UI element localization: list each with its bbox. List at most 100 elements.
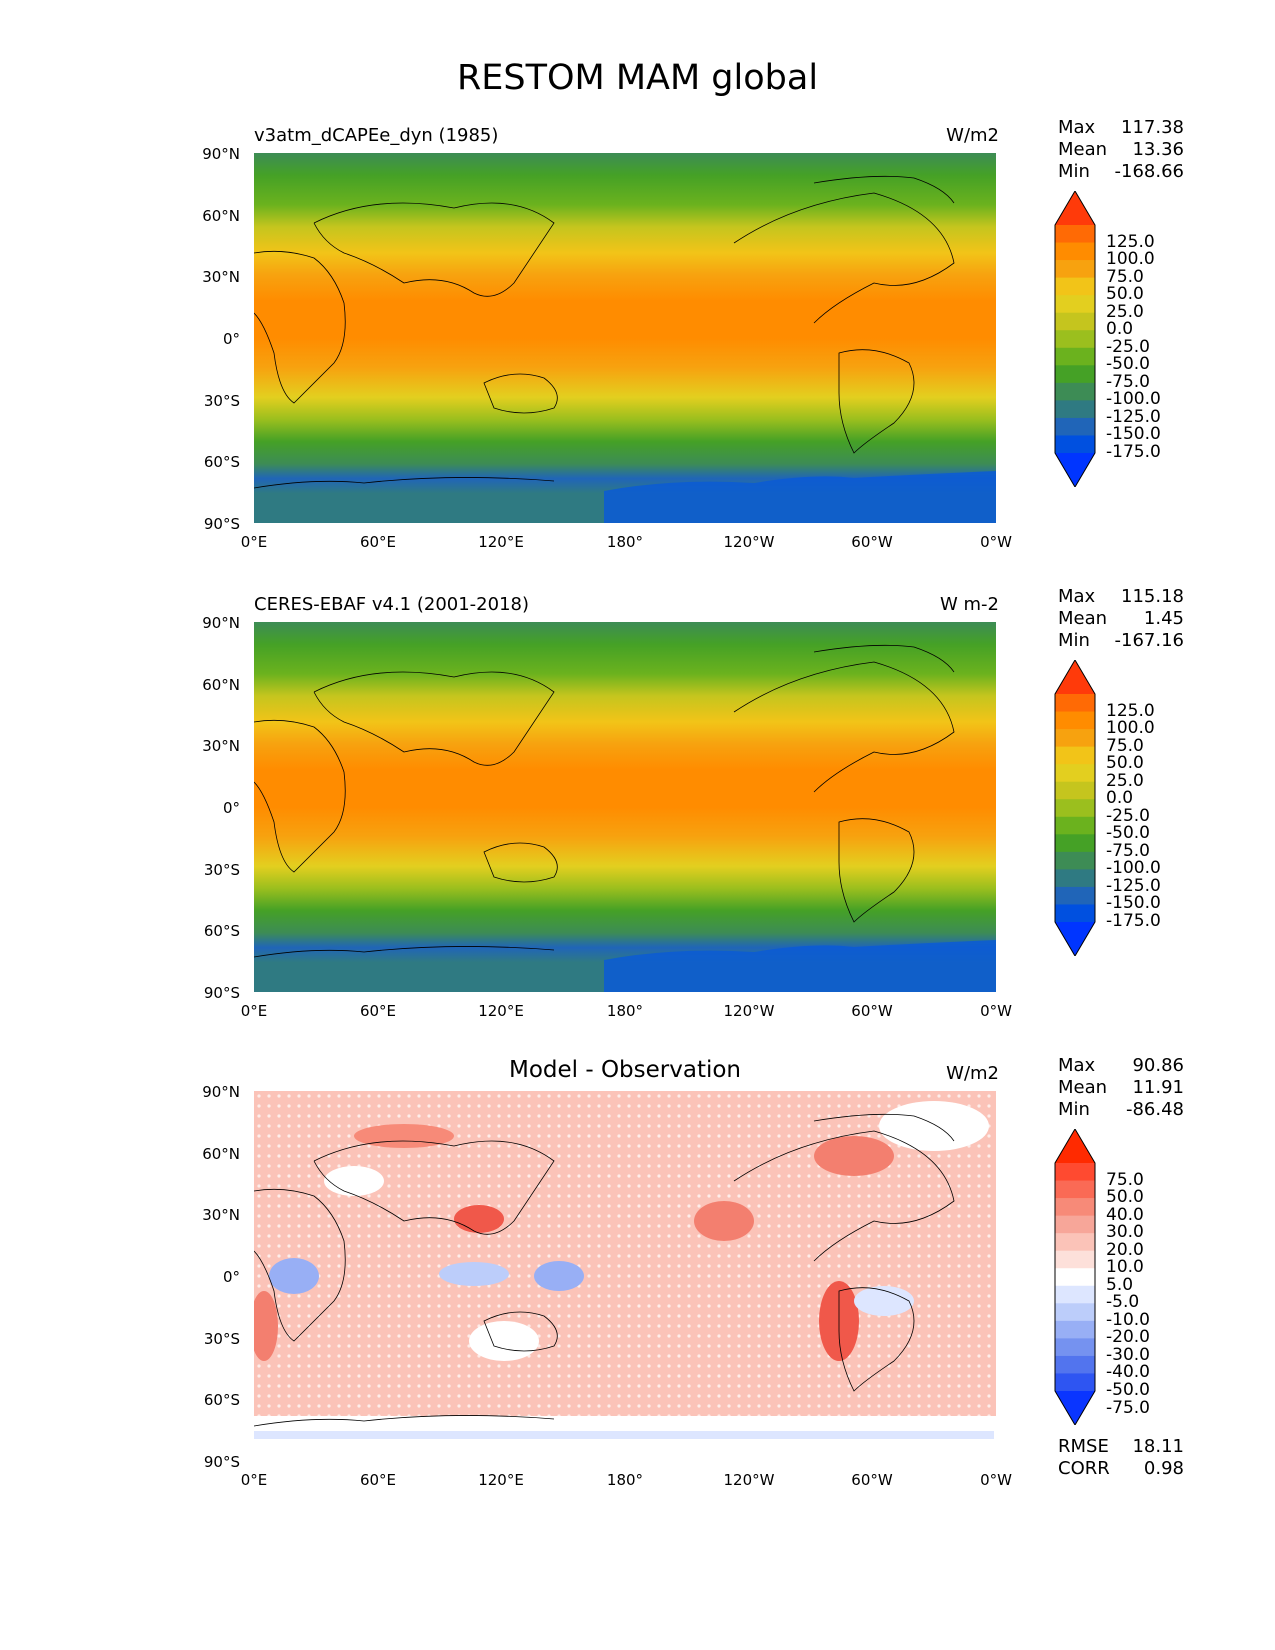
lat-label: 30°N [202,737,240,755]
colorbar-tick-label: 125.0 [1106,700,1155,721]
lat-label: 90°N [202,145,240,163]
colorbar-tick-label: -150.0 [1106,893,1161,914]
colorbar-segment [1055,781,1095,800]
colorbar-segment [1055,225,1095,244]
colorbar-segment [1055,1373,1095,1392]
corr-label: CORR [1058,1458,1110,1479]
colorbar-extend-bottom [1055,453,1095,487]
colorbar-segment [1055,365,1095,384]
colorbar-segment [1055,1320,1095,1339]
stats-block: Max 115.18 Mean 1.45 Min -167.16 [1058,586,1184,652]
colorbar-tick-label: -75.0 [1106,371,1150,392]
lat-label: 90°S [203,984,240,1002]
units-label: W m-2 [939,594,999,615]
corr-value: 0.98 [1143,1458,1184,1479]
stat-label: Min [1058,1099,1090,1120]
rmse-label: RMSE [1058,1436,1109,1457]
lon-label: 180° [606,1471,644,1489]
lat-label: 90°N [202,614,240,632]
lat-label: 30°S [203,392,240,410]
map-plot [254,1091,996,1461]
lon-label: 120°W [723,1002,775,1020]
colorbar-segment [1055,1338,1095,1357]
colorbar-extend-bottom [1055,1391,1095,1425]
lon-label: 60°E [359,533,397,551]
colorbar-tick-label: 5.0 [1106,1274,1134,1295]
colorbar-tick-label: 25.0 [1106,770,1144,791]
lat-label: 60°S [203,453,240,471]
stat-label: Mean [1058,1077,1108,1098]
stat-label: Max [1058,586,1096,607]
lat-label: 60°S [203,922,240,940]
colorbar-segment [1055,729,1095,748]
stat-max: 117.38 [1121,117,1184,138]
stat-label: Max [1058,1055,1096,1076]
colorbar-segment [1055,295,1095,314]
colorbar-tick-label: 50.0 [1106,1187,1144,1208]
lon-label: 120°W [723,533,775,551]
colorbar-tick-label: 40.0 [1106,1204,1144,1225]
units-label: W/m2 [946,1063,999,1084]
lat-label: 30°N [202,1206,240,1224]
colorbar-segment [1055,382,1095,401]
stat-label: Mean [1058,608,1108,629]
colorbar-segment [1055,799,1095,818]
colorbar-segment [1055,400,1095,419]
stat-min: -86.48 [1125,1099,1184,1120]
lat-label: 0° [222,330,240,348]
error-metrics: RMSE 18.11 CORR 0.98 [1058,1436,1184,1480]
colorbar-segment [1055,277,1095,296]
colorbar-tick-label: 75.0 [1106,266,1144,287]
colorbar-segment [1055,869,1095,888]
lat-label: 60°N [202,1145,240,1163]
panel-title: CERES-EBAF v4.1 (2001-2018) [254,594,530,615]
lon-label: 120°W [723,1471,775,1489]
stats-block: Max 90.86 Mean 11.91 Min -86.48 [1058,1055,1184,1121]
lat-label: 90°N [202,1083,240,1101]
colorbar-tick-label: 125.0 [1106,231,1155,252]
colorbar-tick-label: 50.0 [1106,284,1144,305]
lon-label: 180° [606,533,644,551]
map-plot [254,622,996,992]
colorbar-outline [1054,660,1096,956]
panel-title: Model - Observation [508,1057,742,1083]
lon-label: 60°E [359,1471,397,1489]
colorbar-tick-label: -50.0 [1106,823,1150,844]
colorbar-tick-label: 75.0 [1106,1169,1144,1190]
colorbar-segment [1055,746,1095,765]
lat-label: 60°N [202,207,240,225]
colorbar-extend-top [1055,191,1095,225]
colorbar-tick-label: 10.0 [1106,1257,1144,1278]
colorbar-outline [1054,191,1096,487]
lon-label: 60°W [851,1471,893,1489]
colorbar-tick-label: -25.0 [1106,336,1150,357]
colorbar-segment [1055,1355,1095,1374]
panel-observation: CERES-EBAF v4.1 (2001-2018) W m-2 90°N 6… [0,586,1275,1062]
lon-label: 60°E [359,1002,397,1020]
colorbar-tick-label: -125.0 [1106,406,1161,427]
rmse-value: 18.11 [1132,1436,1184,1457]
colorbar-tick-label: -25.0 [1106,805,1150,826]
colorbar-segment [1055,1180,1095,1199]
lon-label: 0°W [980,533,1012,551]
colorbar-tick-label: -10.0 [1106,1309,1150,1330]
colorbar-tick-label: 75.0 [1106,735,1144,756]
colorbar-segment [1055,904,1095,923]
colorbar-segment [1055,694,1095,713]
lon-label: 0°W [980,1002,1012,1020]
colorbar-tick-label: -150.0 [1106,424,1161,445]
lat-label: 0° [222,1268,240,1286]
panel-model: v3atm_dCAPEe_dyn (1985) W/m2 [0,117,1275,593]
colorbar [1054,660,1096,956]
stat-label: Min [1058,630,1090,651]
colorbar-extend-bottom [1055,922,1095,956]
colorbar-segment [1055,1198,1095,1217]
lon-label: 0°E [240,533,268,551]
colorbar-segment [1055,347,1095,366]
lat-label: 90°S [203,515,240,533]
colorbar-segment [1055,1285,1095,1304]
colorbar-extend-top [1055,1129,1095,1163]
colorbar-tick-label: -50.0 [1106,354,1150,375]
colorbar-tick-label: -75.0 [1106,1397,1150,1418]
colorbar-segment [1055,312,1095,331]
